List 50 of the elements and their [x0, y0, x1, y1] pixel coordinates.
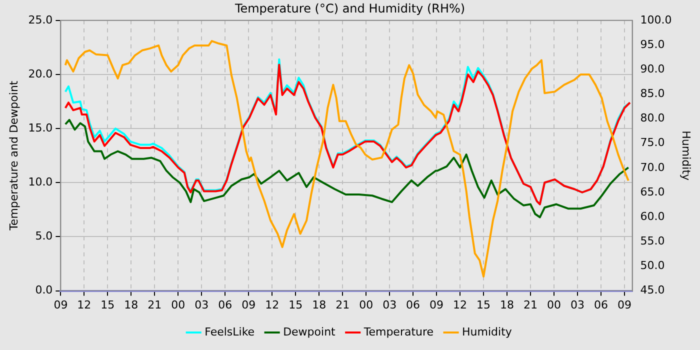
y2-tick-label: 80.0 — [640, 112, 665, 125]
x-tick-label: 09 — [617, 298, 632, 312]
x-tick-label: 18 — [124, 298, 138, 312]
y2-tick-label: 50.0 — [640, 259, 665, 272]
y2-tick-label: 95.0 — [640, 38, 665, 51]
x-tick-label: 18 — [500, 298, 514, 312]
x-tick-label: 03 — [194, 298, 209, 312]
x-tick-label: 15 — [100, 298, 115, 312]
x-tick-label: 21 — [148, 298, 162, 312]
y-tick-label: 15.0 — [28, 121, 53, 134]
x-tick-label: 21 — [336, 298, 350, 312]
x-tick-label: 00 — [359, 298, 374, 312]
x-tick-label: 00 — [547, 298, 562, 312]
y-tick-label: 10.0 — [28, 176, 53, 188]
y2-tick-label: 60.0 — [640, 210, 665, 223]
legend-label: FeelsLike — [204, 325, 255, 338]
legend-label: Dewpoint — [283, 325, 336, 338]
x-tick-label: 09 — [54, 298, 68, 312]
x-tick-label: 00 — [171, 298, 186, 312]
y-tick-label: 20.0 — [28, 67, 53, 80]
y2-tick-label: 90.0 — [640, 62, 665, 76]
x-tick-label: 15 — [476, 298, 491, 312]
legend-label: Humidity — [462, 325, 512, 338]
x-tick-label: 18 — [312, 298, 326, 312]
x-tick-label: 21 — [524, 298, 538, 312]
legend-label: Temperature — [362, 325, 434, 338]
x-tick-label: 03 — [570, 298, 584, 312]
x-tick-label: 06 — [218, 298, 232, 312]
x-tick-label: 12 — [77, 298, 92, 312]
x-tick-label: 09 — [242, 298, 256, 312]
x-tick-label: 15 — [288, 298, 303, 312]
x-tick-label: 12 — [265, 298, 280, 312]
y-tick-label: 0.0 — [35, 284, 53, 297]
y2-axis-title: Humidity — [680, 130, 693, 182]
y2-tick-label: 85.0 — [640, 87, 665, 100]
y2-tick-label: 45.0 — [640, 284, 665, 297]
x-tick-label: 06 — [594, 298, 608, 312]
y-tick-label: 25.0 — [28, 13, 53, 26]
y2-tick-label: 75.0 — [640, 136, 665, 150]
x-tick-label: 06 — [406, 298, 420, 312]
y2-tick-label: 55.0 — [640, 234, 665, 248]
x-tick-label: 12 — [453, 298, 468, 312]
y2-tick-label: 100.0 — [640, 13, 672, 26]
y-tick-label: 5.0 — [35, 230, 53, 243]
y-axis-title: Temperature and Dewpoint — [7, 80, 20, 232]
x-tick-label: 03 — [382, 298, 397, 312]
y2-tick-label: 65.0 — [640, 185, 665, 198]
x-tick-label: 09 — [430, 298, 444, 312]
chart-title: Temperature (°C) and Humidity (RH%) — [234, 1, 466, 16]
y2-tick-label: 70.0 — [640, 160, 665, 174]
